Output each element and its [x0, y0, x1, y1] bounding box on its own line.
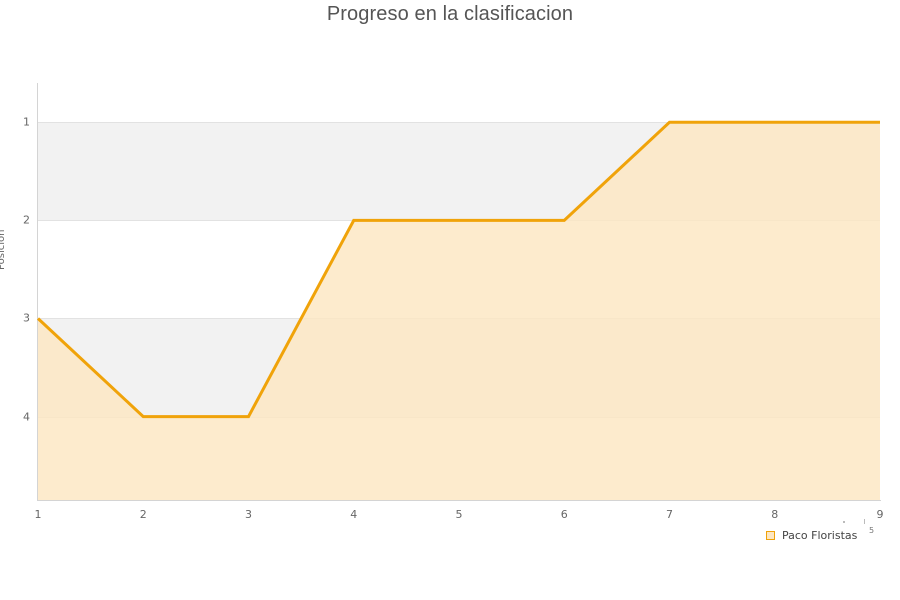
- legend-tick-artifact-left: [843, 521, 845, 523]
- x-tick-label: 7: [666, 508, 673, 521]
- x-tick-label: 9: [876, 508, 884, 521]
- x-tick-label: 4: [350, 508, 358, 521]
- x-tick-label: 5: [455, 508, 463, 521]
- chart-legend[interactable]: Paco Floristas: [766, 529, 857, 542]
- x-tick-label: 8: [771, 508, 779, 521]
- series-layer: [36, 120, 880, 500]
- legend-swatch-icon: [766, 531, 775, 540]
- y-tick-label: 2: [23, 213, 30, 227]
- y-tick-label: 3: [23, 311, 30, 325]
- y-axis-title: Posicion: [0, 229, 7, 270]
- y-tick-label: 4: [23, 410, 30, 424]
- x-tick-label: 6: [560, 508, 568, 521]
- legend-extra-marker: 5: [869, 526, 875, 535]
- x-tick-label: 3: [245, 508, 252, 521]
- legend-tick-artifact-right: [864, 519, 865, 524]
- plot-area: [36, 83, 880, 500]
- y-axis-line: [37, 83, 38, 501]
- series-line[interactable]: [36, 120, 880, 419]
- y-tick-label: 1: [23, 115, 30, 129]
- x-axis-line: [38, 500, 881, 501]
- background-band: [38, 83, 880, 123]
- chart-title: Progreso en la clasificacion: [326, 3, 574, 25]
- x-tick-label: 2: [139, 508, 147, 521]
- x-tick-label: 1: [34, 508, 42, 521]
- series-area-fill: [38, 122, 880, 500]
- gridline: [38, 122, 880, 124]
- legend-item-label: Paco Floristas: [782, 529, 858, 542]
